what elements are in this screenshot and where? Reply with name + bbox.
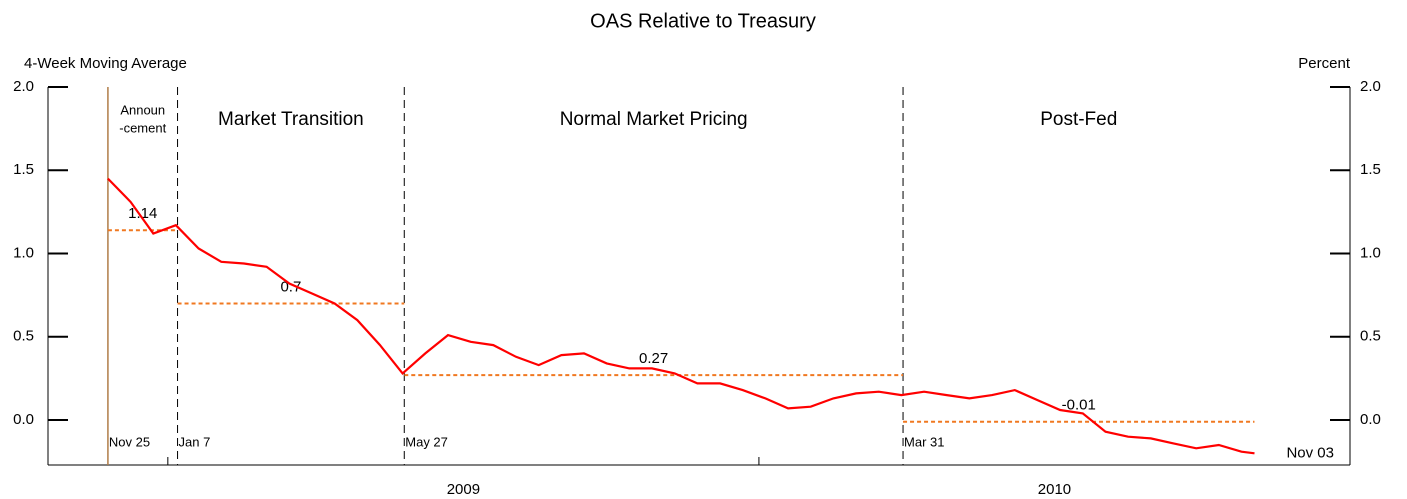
event-label: Mar 31 <box>904 434 944 449</box>
x-year-label: 2009 <box>447 481 480 498</box>
y-tick-label: 1.5 <box>13 161 34 178</box>
y2-tick-label: 0.5 <box>1360 328 1381 345</box>
y-tick-label: 2.0 <box>13 78 34 95</box>
y-axis-label: 4-Week Moving Average <box>24 55 187 72</box>
x-year-label: 2010 <box>1038 481 1071 498</box>
period-label: Normal Market Pricing <box>560 109 748 130</box>
y2-axis-label: Percent <box>1298 55 1351 72</box>
y2-tick-label: 1.0 <box>1360 244 1381 261</box>
period-label: Announ <box>120 102 165 117</box>
y2-tick-label: 1.5 <box>1360 161 1381 178</box>
line-end-label: Nov 03 <box>1286 444 1334 461</box>
series-line <box>107 177 1255 455</box>
y2-tick-label: 2.0 <box>1360 78 1381 95</box>
y-tick-label: 0.0 <box>13 411 34 428</box>
y-tick-label: 1.0 <box>13 244 34 261</box>
average-label: 0.7 <box>280 278 301 295</box>
event-label: Nov 25 <box>109 434 150 449</box>
period-label: -cement <box>119 120 166 135</box>
average-label: 0.27 <box>639 350 668 367</box>
event-label: May 27 <box>405 434 448 449</box>
chart-title: OAS Relative to Treasury <box>590 10 816 32</box>
y2-tick-label: 0.0 <box>1360 411 1381 428</box>
period-label: Market Transition <box>218 109 364 130</box>
period-label: Post-Fed <box>1040 109 1117 130</box>
average-label: -0.01 <box>1062 397 1096 414</box>
y-tick-label: 0.5 <box>13 328 34 345</box>
event-label: Jan 7 <box>179 434 211 449</box>
